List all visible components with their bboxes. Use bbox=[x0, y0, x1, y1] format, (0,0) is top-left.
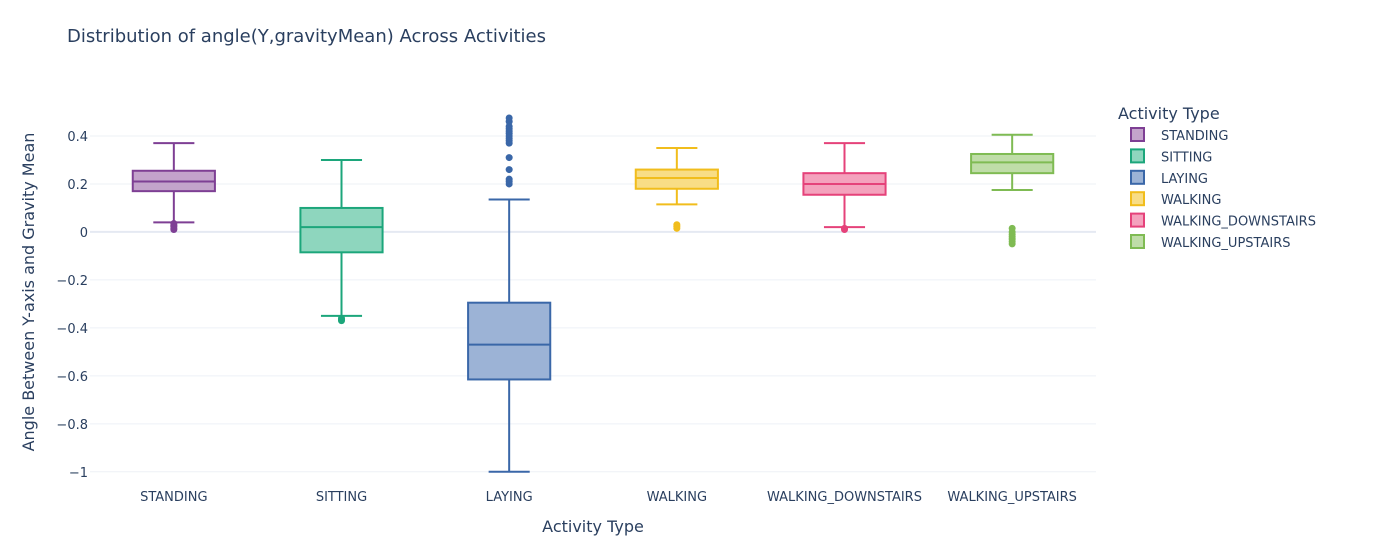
outlier-point bbox=[505, 122, 513, 130]
legend-swatch bbox=[1130, 191, 1145, 207]
iqr-box bbox=[634, 168, 719, 190]
outlier-point bbox=[841, 226, 848, 234]
legend-label: WALKING_DOWNSTAIRS bbox=[1161, 215, 1316, 230]
legend-title: Activity Type bbox=[1118, 104, 1220, 123]
box-sitting bbox=[299, 158, 384, 325]
grid bbox=[90, 135, 1096, 473]
legend-swatch bbox=[1130, 234, 1145, 249]
x-tick-label: WALKING bbox=[647, 490, 707, 505]
x-tick-label: WALKING_UPSTAIRS bbox=[947, 490, 1077, 505]
legend-item: STANDING bbox=[1130, 127, 1228, 144]
legend-label: SITTING bbox=[1161, 150, 1212, 165]
legend-item: WALKING_DOWNSTAIRS bbox=[1130, 212, 1316, 230]
y-tick-label: −1 bbox=[69, 466, 88, 481]
x-axis-title: Activity Type bbox=[542, 517, 644, 536]
legend: Activity Type STANDING SITTING LAYING WALKI… bbox=[1118, 104, 1316, 251]
outlier-point bbox=[505, 114, 513, 122]
y-tick-label: −0.8 bbox=[56, 418, 88, 433]
x-tick-label: STANDING bbox=[140, 490, 207, 505]
legend-label: LAYING bbox=[1161, 172, 1208, 187]
iqr-box bbox=[970, 152, 1055, 175]
box-walking-upstairs bbox=[970, 133, 1055, 248]
box-laying bbox=[467, 114, 552, 473]
outlier-point bbox=[505, 175, 513, 183]
box-standing bbox=[131, 142, 216, 234]
x-axis-ticks: STANDING SITTING LAYING WALKING WALKING_DOWN… bbox=[140, 490, 1077, 505]
chart-title: Distribution of angle(Y,gravityMean) Acr… bbox=[67, 26, 546, 47]
legend-swatch bbox=[1130, 212, 1145, 228]
box-series bbox=[131, 114, 1055, 473]
legend-swatch bbox=[1130, 127, 1145, 142]
y-axis-ticks: 0.4 0.2 0 −0.2 −0.4 −0.6 −0.8 −1 bbox=[56, 130, 88, 481]
y-tick-label: −0.4 bbox=[56, 322, 88, 337]
legend-label: WALKING_UPSTAIRS bbox=[1161, 236, 1291, 251]
y-tick-label: 0.4 bbox=[67, 130, 88, 145]
legend-item: SITTING bbox=[1130, 148, 1212, 165]
legend-label: WALKING bbox=[1161, 193, 1221, 208]
iqr-box bbox=[299, 206, 384, 254]
outlier-point bbox=[673, 224, 681, 232]
legend-swatch bbox=[1130, 169, 1145, 185]
y-tick-label: 0.2 bbox=[67, 178, 88, 193]
outlier-point bbox=[505, 166, 513, 174]
outlier-point bbox=[338, 317, 345, 325]
x-tick-label: WALKING_DOWNSTAIRS bbox=[767, 490, 922, 505]
iqr-box bbox=[467, 301, 552, 381]
y-axis-title: Angle Between Y-axis and Gravity Mean bbox=[19, 133, 38, 452]
outlier-point bbox=[505, 154, 513, 162]
y-tick-label: 0 bbox=[80, 226, 88, 241]
legend-label: STANDING bbox=[1161, 129, 1228, 144]
legend-item: WALKING_UPSTAIRS bbox=[1130, 234, 1291, 251]
legend-item: WALKING bbox=[1130, 191, 1221, 208]
legend-item: LAYING bbox=[1130, 169, 1208, 187]
y-tick-label: −0.6 bbox=[56, 370, 88, 385]
outlier-point bbox=[170, 226, 178, 234]
outlier-point bbox=[1008, 240, 1016, 248]
box-walking bbox=[634, 146, 719, 232]
x-tick-label: LAYING bbox=[486, 490, 533, 505]
legend-swatch bbox=[1130, 148, 1145, 164]
box-walking-downstairs bbox=[802, 142, 887, 234]
x-tick-label: SITTING bbox=[316, 490, 367, 505]
y-tick-label: −0.2 bbox=[56, 274, 88, 289]
